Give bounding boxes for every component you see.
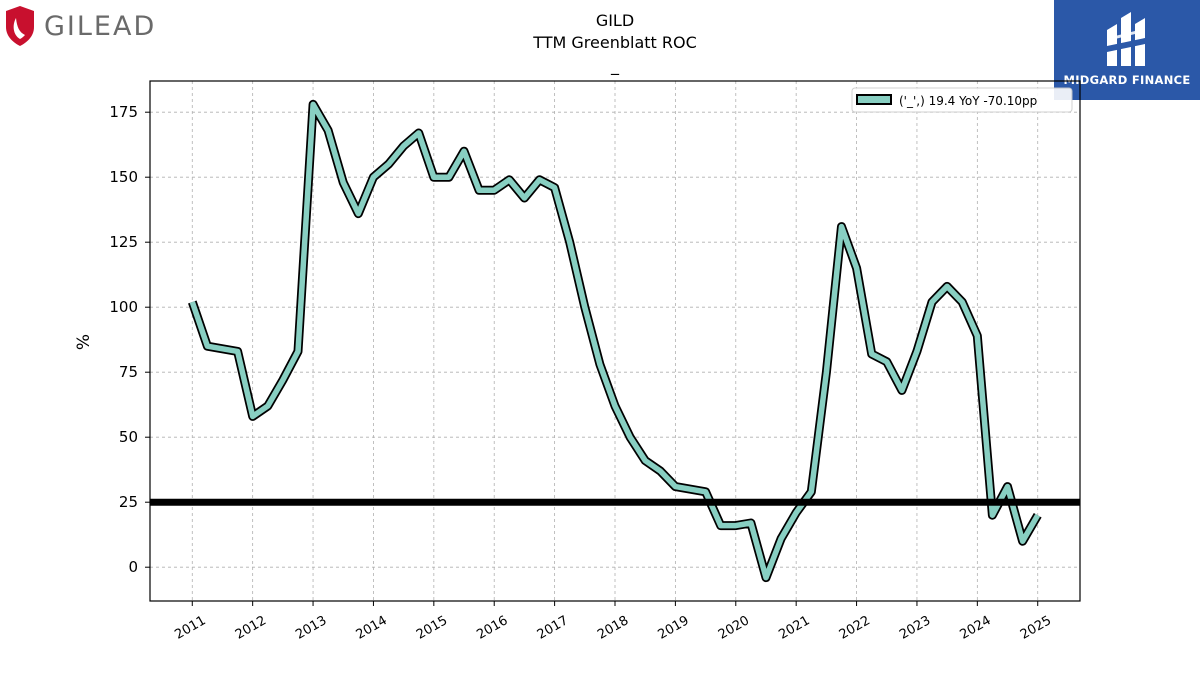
y-tick-label: 25: [119, 493, 138, 511]
x-tick-label: 2022: [837, 613, 873, 643]
x-tick-label: 2017: [535, 613, 571, 643]
x-tick-label: 2024: [958, 613, 994, 643]
x-tick-label: 2011: [172, 613, 208, 643]
legend-box: [851, 87, 1073, 113]
y-tick-label: 175: [109, 103, 138, 121]
midgard-logo-text: MIDGARD FINANCE: [1063, 73, 1191, 87]
chart-title: GILD: [595, 11, 635, 30]
legend-swatch: [856, 94, 892, 105]
gilead-logo-text: GILEAD: [44, 10, 157, 42]
midgard-logo-icon: [1107, 12, 1145, 66]
y-tick-label: 0: [128, 558, 138, 576]
y-axis-label: %: [74, 334, 94, 350]
chart-subtitle: TTM Greenblatt ROC: [533, 33, 697, 52]
x-tick-label: 2015: [414, 613, 450, 643]
x-tick-label: 2012: [233, 613, 269, 643]
y-tick-label: 125: [109, 233, 138, 251]
x-tick-label: 2023: [897, 613, 933, 643]
x-tick-label: 2019: [656, 613, 692, 643]
y-tick-label: 150: [109, 168, 138, 186]
y-tick-label: 50: [119, 428, 138, 446]
x-tick-label: 2021: [776, 613, 812, 643]
gilead-logo: GILEAD: [4, 4, 156, 48]
y-tick-label: 100: [109, 298, 138, 316]
x-tick-label: 2020: [716, 613, 752, 643]
y-tick-label: 75: [119, 363, 138, 381]
chart-subtitle-2: _: [611, 56, 619, 75]
x-tick-label: 2013: [293, 613, 329, 643]
legend: ('_',) 19.4 YoY -70.10pp: [851, 87, 1073, 113]
legend-label: ('_',) 19.4 YoY -70.10pp: [899, 94, 1037, 108]
x-tick-label: 2018: [595, 613, 631, 643]
midgard-finance-logo: MIDGARD FINANCE: [1054, 0, 1200, 100]
x-tick-label: 2014: [354, 613, 390, 643]
x-tick-label: 2025: [1018, 613, 1054, 643]
series-line: [189, 101, 1041, 581]
x-tick-label: 2016: [474, 613, 510, 643]
gilead-logo-icon: [6, 6, 34, 46]
